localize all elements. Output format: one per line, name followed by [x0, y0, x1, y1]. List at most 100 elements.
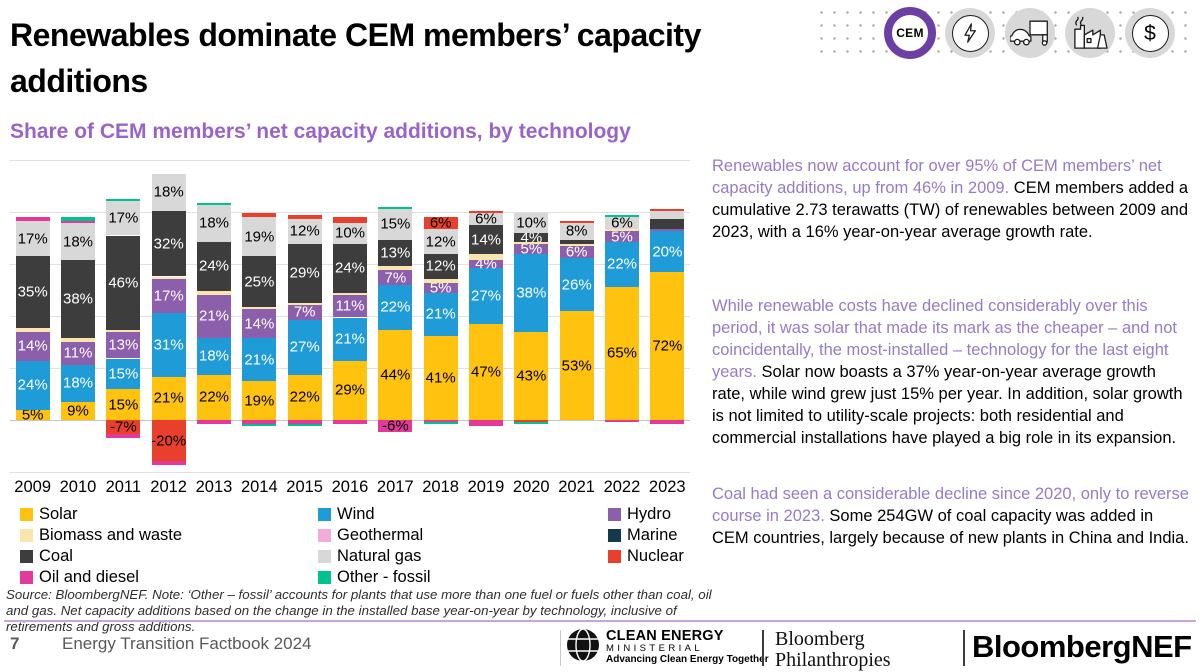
bar-segment-coal: 38% — [61, 260, 95, 338]
bbp-line2: Philanthropies — [775, 649, 891, 671]
bar-segment-coal — [559, 239, 594, 244]
segment-label: -20% — [151, 432, 187, 449]
segment-label: 15% — [108, 365, 139, 383]
bar-segment-wind: 18% — [61, 364, 95, 402]
bar-segment-nuclear — [559, 221, 594, 224]
bar-segment-hydro: 11% — [333, 294, 367, 318]
legend-item-solar: Solar — [20, 504, 182, 525]
paragraph-body: Some 254GW of coal capacity was added in… — [712, 507, 1189, 547]
paragraph-highlight: Coal had seen a considerable decline sin… — [712, 485, 1189, 525]
segment-label: 21% — [334, 330, 366, 348]
legend-item-wind: Wind — [318, 504, 431, 525]
bar-segment-nuclear: 6% — [423, 216, 458, 231]
bar-segment-oil — [242, 420, 277, 425]
bar-segment-oil — [151, 461, 186, 466]
bar-segment-other — [61, 217, 95, 222]
finance-icon: $ — [1125, 8, 1175, 58]
segment-label: 22% — [198, 388, 230, 406]
bar-segment-solar: 41% — [423, 335, 458, 420]
bar-segment-hydro: 14% — [242, 309, 277, 338]
segment-label: 53% — [561, 357, 592, 375]
x-axis-label: 2023 — [648, 478, 686, 496]
cem-logo-line2: MINISTERIAL — [606, 643, 704, 654]
industry-icon — [1065, 8, 1115, 58]
paragraph-body: CEM members added a cumulative 2.73 tera… — [712, 179, 1189, 241]
bar-segment-biomass — [61, 338, 95, 343]
gridline — [10, 212, 690, 213]
bar-segment-wind: 21% — [333, 317, 367, 361]
segment-label: 9% — [67, 402, 89, 420]
legend-swatch — [318, 529, 331, 542]
segment-label: 5% — [21, 406, 44, 424]
bar-segment-other — [378, 206, 413, 209]
legend-item-nuclear: Nuclear — [608, 546, 684, 567]
bar-segment-nuclear: -7% — [106, 420, 141, 435]
legend-column: Hydro Marine Nuclear — [608, 504, 684, 567]
bar-segment-nuclear — [333, 217, 367, 224]
bar-segment-biomass — [15, 327, 50, 332]
segment-label: 18% — [198, 214, 230, 232]
segment-label: 25% — [244, 273, 275, 291]
segment-label: 5% — [520, 240, 543, 258]
bar-segment-wind: 31% — [151, 313, 186, 377]
x-axis-label: 2016 — [331, 478, 369, 496]
bar-segment-nuclear — [514, 420, 549, 423]
segment-label: 18% — [62, 374, 94, 392]
chart-plot: 5% 24% 14% 35% 17% 9% 18% 11% 38% 18% 15% 15% 13% 46%… — [10, 160, 690, 492]
legend-item-geothermal: Geothermal — [318, 525, 431, 546]
legend-swatch — [608, 550, 621, 563]
bar-segment-gas: 10% — [333, 223, 367, 244]
segment-label: 21% — [244, 351, 275, 369]
segment-label: 46% — [108, 274, 139, 292]
bar-segment-hydro: 4% — [469, 257, 503, 272]
bar-segment-coal: 29% — [287, 243, 322, 304]
bar-segment-hydro: 5% — [514, 241, 549, 256]
segment-label: -7% — [109, 418, 137, 436]
bar-segment-hydro: 5% — [423, 280, 458, 295]
segment-label: 27% — [289, 338, 320, 356]
bar-segment-wind: 18% — [197, 338, 231, 375]
segment-label: 19% — [244, 228, 275, 246]
segment-label: 18% — [153, 183, 184, 201]
bar-segment-biomass — [151, 276, 186, 279]
segment-label: 24% — [334, 259, 366, 277]
bar-segment-gas: 12% — [423, 229, 458, 254]
legend-item-other: Other - fossil — [318, 567, 431, 588]
segment-label: 18% — [198, 347, 230, 365]
bar-segment-wind: 27% — [469, 268, 503, 324]
bar-segment-nuclear — [650, 208, 685, 211]
gridline — [10, 472, 690, 473]
x-axis-label: 2017 — [376, 478, 414, 496]
bar-segment-gas: 19% — [242, 217, 277, 256]
bar-segment-wind: 22% — [378, 284, 413, 330]
segment-label: 44% — [380, 366, 411, 384]
legend-label: Wind — [337, 505, 375, 523]
segment-label: 7% — [384, 269, 407, 287]
bar-segment-hydro — [650, 229, 685, 232]
bar-segment-wind: 21% — [242, 338, 277, 382]
bar-segment-hydro: 6% — [559, 244, 594, 259]
segment-label: 15% — [108, 396, 139, 414]
bar-segment-gas: 6% — [605, 216, 639, 231]
legend-item-gas: Natural gas — [318, 546, 431, 567]
bar-segment-oil — [197, 420, 231, 425]
legend-swatch — [20, 529, 33, 542]
footer-divider — [4, 620, 1196, 622]
segment-label: 65% — [606, 344, 638, 362]
bar-segment-solar: 21% — [151, 376, 186, 420]
bar-segment-other — [514, 422, 549, 425]
legend-swatch — [318, 508, 331, 521]
segment-label: 12% — [425, 257, 456, 275]
source-note: Source: BloombergNEF. Note: ‘Other – fos… — [6, 587, 712, 634]
legend-label: Natural gas — [337, 547, 422, 565]
bar-segment-hydro: 14% — [15, 331, 50, 361]
page-number: 7 — [10, 634, 20, 653]
bar-segment-solar: 22% — [287, 374, 322, 420]
bar-segment-hydro: 7% — [287, 305, 322, 320]
bar-segment-gas: 10% — [514, 212, 549, 234]
bar-segment-solar: 15% — [106, 389, 141, 420]
bar-segment-other — [287, 424, 322, 427]
bar-segment-oil: -6% — [378, 419, 413, 434]
bar-segment-solar: 47% — [469, 323, 503, 420]
bar-segment-gas: 8% — [559, 223, 594, 240]
